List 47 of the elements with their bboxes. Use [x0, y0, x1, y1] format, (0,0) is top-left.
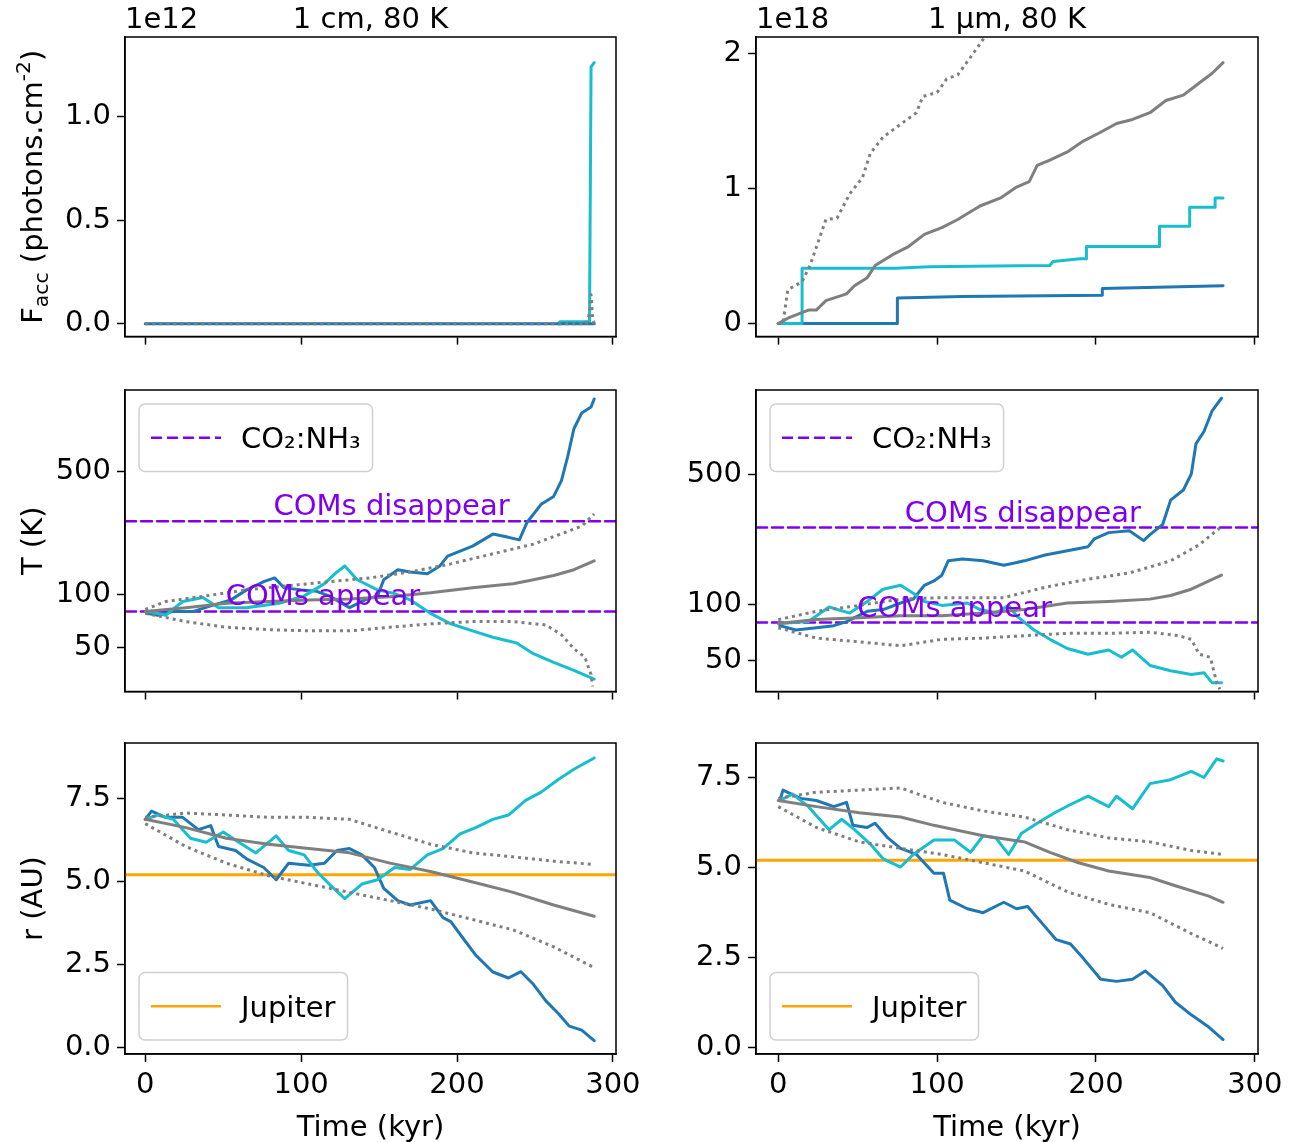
x-tick-label: 0 — [769, 1065, 788, 1100]
x-tick-label: 300 — [1227, 1065, 1283, 1100]
y-tick-label: 0 — [723, 304, 742, 339]
y-tick-label: 0.0 — [64, 1027, 111, 1062]
line-series — [776, 805, 1225, 950]
x-tick-label: 100 — [909, 1065, 965, 1100]
x-tick-label: 300 — [585, 1065, 641, 1100]
y-tick-label: 0.0 — [64, 304, 111, 339]
y-tick-label: 5.0 — [64, 861, 111, 896]
text: 1e18 — [756, 1, 830, 35]
y-tick-label: 2 — [723, 33, 742, 68]
text: 1e12 — [125, 1, 199, 35]
y-tick-label: 1.0 — [64, 97, 111, 132]
y-tick-label: 1 — [723, 168, 742, 203]
y-tick-label: 2.5 — [64, 944, 111, 979]
y-tick-label: 500 — [686, 455, 742, 490]
y-tick-label: 50 — [705, 641, 742, 676]
y-axis-title: r (AU) — [15, 856, 49, 941]
x-tick-label: 200 — [1068, 1065, 1124, 1100]
x-tick-label: 100 — [273, 1065, 329, 1100]
y-tick-label: 2.5 — [695, 937, 742, 972]
y-tick-label: 0.5 — [64, 200, 111, 235]
chart-title: 1 μm, 80 K — [928, 1, 1087, 35]
legend-label: CO₂:NH₃ — [241, 421, 361, 456]
x-axis-title: Time (kyr) — [932, 1109, 1081, 1142]
line-series — [776, 525, 1223, 622]
annotation: COMs disappear — [904, 494, 1142, 529]
y-tick-label: 0.0 — [695, 1027, 742, 1062]
x-axis-title: Time (kyr) — [295, 1109, 445, 1142]
chart-title: 1 cm, 80 K — [292, 1, 450, 35]
line-series — [143, 293, 596, 326]
y-tick-label: 7.5 — [695, 758, 742, 793]
legend-label: Jupiter — [239, 989, 336, 1024]
y-tick-label: 100 — [55, 574, 111, 609]
legend-label: CO₂:NH₃ — [872, 421, 992, 456]
x-tick-label: 0 — [136, 1065, 155, 1100]
y-axis-title: Facc (photons.cm-2) — [10, 49, 54, 324]
annotation: COMs disappear — [273, 488, 510, 523]
legend-label: Jupiter — [870, 989, 967, 1024]
line-series — [776, 626, 1222, 691]
y-tick-label: 500 — [55, 451, 111, 486]
y-axis-title: T (K) — [15, 506, 49, 577]
y-tick-label: 100 — [686, 585, 742, 620]
x-tick-label: 200 — [429, 1065, 485, 1100]
y-tick-label: 5.0 — [695, 847, 742, 882]
y-tick-label: 7.5 — [64, 778, 111, 813]
y-tick-label: 50 — [74, 627, 111, 662]
